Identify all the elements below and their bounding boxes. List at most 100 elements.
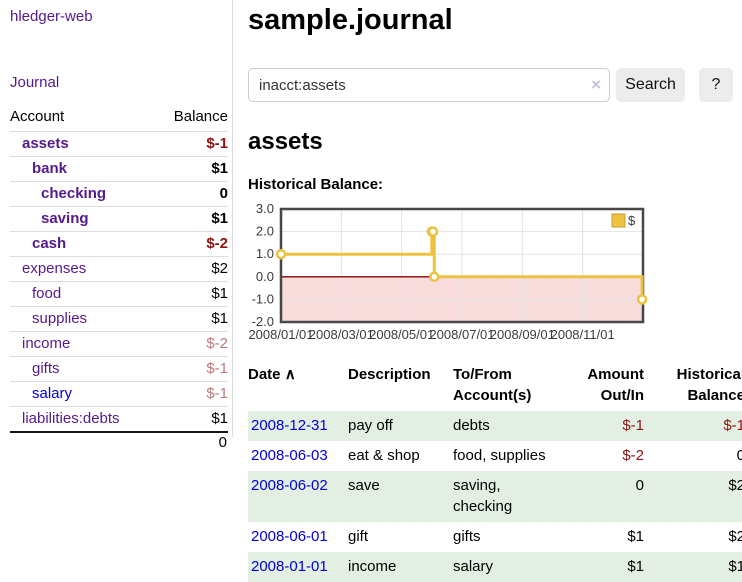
chart-label: Historical Balance: [248, 176, 384, 193]
transaction-accounts-cell: gifts [453, 528, 481, 545]
transaction-balance-cell: 0 [736, 447, 742, 464]
account-row: income $-2 [10, 331, 228, 357]
account-link[interactable]: assets [22, 135, 69, 152]
transaction-date-link[interactable]: 2008-06-02 [251, 477, 328, 494]
y-tick-label: -1.0 [252, 291, 274, 306]
account-balance: $-1 [155, 131, 228, 157]
transaction-accounts-cell: food, supplies [453, 447, 546, 464]
x-tick-label: 2008/03/01 [309, 327, 374, 342]
transaction-description-cell: eat & shop [348, 447, 420, 464]
account-balance: $-1 [155, 381, 228, 407]
accounts-header-balance: Balance [173, 108, 228, 125]
data-point-marker [428, 271, 440, 283]
y-tick-label: 3.0 [256, 202, 274, 216]
column-header-date[interactable]: Date ∧ [248, 366, 296, 383]
page-title: sample.journal [248, 4, 453, 36]
x-tick-label: 2008/07/01 [429, 327, 494, 342]
account-link[interactable]: salary [32, 385, 73, 402]
account-balance: $1 [155, 406, 228, 432]
account-row: supplies $1 [10, 306, 228, 332]
account-row: liabilities:debts $1 [10, 406, 228, 432]
account-link[interactable]: food [32, 285, 62, 302]
data-point-marker [427, 226, 439, 237]
account-heading: assets [248, 128, 323, 155]
account-link[interactable]: cash [32, 235, 67, 252]
account-row: bank $1 [10, 156, 228, 182]
plot-border [279, 207, 645, 324]
clear-search-icon[interactable]: × [591, 75, 601, 94]
account-row: assets $-1 [10, 131, 228, 157]
transaction-balance-cell: $2 [728, 528, 742, 545]
transaction-description-cell: income [348, 558, 397, 575]
register-header-row: Date ∧ Description To/From Account(s) Am… [248, 364, 742, 411]
legend-swatch [611, 213, 626, 228]
y-tick-label: 0.0 [256, 269, 274, 284]
transaction-row: 2008-06-03 eat & shop food, supplies $-2 0 [248, 441, 742, 471]
account-link[interactable]: income [22, 335, 71, 352]
transaction-accounts-cell: saving, checking [453, 477, 513, 515]
x-tick-label: 2008/01/01 [248, 327, 313, 342]
main-content: sample.journal × Search ? assets Histori… [234, 0, 742, 582]
help-button[interactable]: ? [699, 68, 733, 102]
x-tick-label: 2008/09/01 [490, 327, 555, 342]
transaction-date-cell: 2008-06-02 [248, 471, 348, 522]
account-balance: $2 [155, 256, 228, 282]
transaction-balance-cell: $-1 [723, 417, 742, 434]
account-link[interactable]: saving [41, 210, 89, 227]
transaction-accounts-cell: salary [453, 558, 494, 575]
transaction-date-cell: 2008-12-31 [248, 411, 348, 441]
account-row: cash $-2 [10, 231, 228, 257]
account-link[interactable]: bank [32, 160, 68, 177]
sidebar: hledger-web Journal Account Balance asse… [0, 0, 233, 452]
account-balance: $-2 [155, 331, 228, 357]
column-header-accounts: To/From Account(s) [453, 366, 532, 404]
account-row: saving $1 [10, 206, 228, 232]
account-link[interactable]: supplies [32, 310, 88, 327]
transaction-date-link[interactable]: 2008-12-31 [251, 417, 328, 434]
search-input[interactable] [248, 68, 610, 102]
transaction-row: 2008-06-01 gift gifts $1 $2 [248, 522, 742, 552]
transaction-amount-cell: $1 [627, 558, 644, 575]
legend-label: $ [628, 213, 636, 228]
account-balance: 0 [155, 181, 228, 207]
account-link[interactable]: expenses [22, 260, 87, 277]
account-link[interactable]: liabilities:debts [22, 410, 120, 427]
transaction-amount-cell: $-2 [622, 447, 644, 464]
account-link[interactable]: gifts [32, 360, 60, 377]
y-tick-label: -2.0 [252, 314, 274, 329]
transaction-description-cell: save [348, 477, 380, 494]
column-header-amount: Amount Out/In [587, 366, 644, 404]
search-button[interactable]: Search [616, 68, 685, 102]
account-row: food $1 [10, 281, 228, 307]
historical-balance-chart: 3.0 2.0 1.0 0.0 -1.0 -2.02008/01/012008/03/01… [248, 202, 648, 342]
transaction-description-cell: pay off [348, 417, 393, 434]
transaction-accounts-cell: debts [453, 417, 490, 434]
app-title-link[interactable]: hledger-web [10, 8, 93, 25]
accounts-header-row: Account Balance [10, 104, 228, 132]
sort-asc-icon: ∧ [284, 366, 296, 383]
transaction-row: 2008-06-02 save saving, checking 0 $2 [248, 471, 742, 522]
account-row: salary $-1 [10, 381, 228, 407]
transaction-balance-cell: $2 [728, 477, 742, 494]
search-form: × Search ? [248, 68, 742, 102]
account-balance: $1 [155, 156, 228, 182]
account-link[interactable]: checking [41, 185, 107, 202]
transaction-date-link[interactable]: 2008-06-01 [251, 528, 328, 545]
transaction-date-link[interactable]: 2008-01-01 [251, 558, 328, 575]
register-table: Date ∧ Description To/From Account(s) Am… [248, 364, 742, 582]
transaction-row: 2008-12-31 pay off debts $-1 $-1 [248, 411, 742, 441]
nav-journal-link[interactable]: Journal [10, 74, 60, 91]
transaction-date-cell: 2008-01-01 [248, 552, 348, 582]
x-tick-label: 2008/11/01 [551, 327, 615, 342]
account-balance: $1 [155, 306, 228, 332]
transaction-amount-cell: 0 [635, 477, 644, 494]
account-balance: $-1 [155, 356, 228, 382]
account-row: gifts $-1 [10, 356, 228, 382]
accounts-total-value: 0 [10, 431, 228, 452]
column-header-description: Description [348, 366, 431, 383]
transaction-amount-cell: $-1 [622, 417, 644, 434]
transaction-date-cell: 2008-06-03 [248, 441, 348, 471]
x-tick-label: 2008/05/01 [369, 327, 434, 342]
transaction-date-cell: 2008-06-01 [248, 522, 348, 552]
transaction-date-link[interactable]: 2008-06-03 [251, 447, 328, 464]
